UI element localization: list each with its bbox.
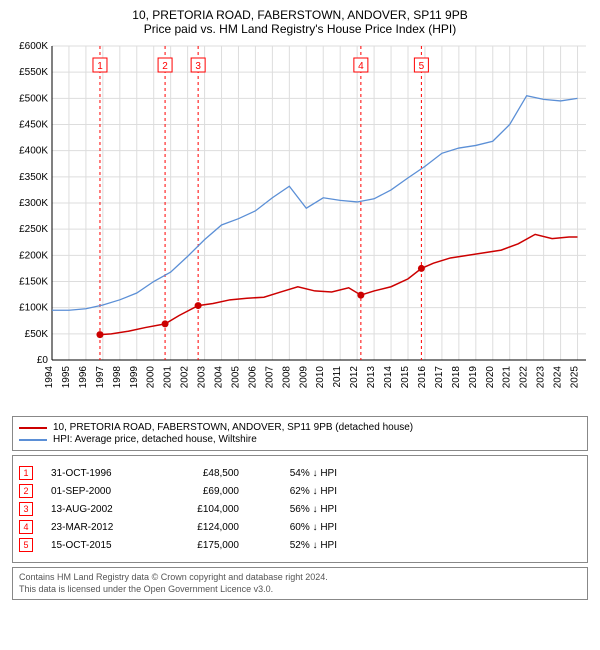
legend-label: HPI: Average price, detached house, Wilt… (53, 434, 257, 445)
svg-text:£600K: £600K (19, 41, 48, 52)
svg-text:2019: 2019 (468, 366, 479, 389)
sales-row: 5 15-OCT-2015 £175,000 52% ↓ HPI (19, 538, 581, 552)
chart-title: 10, PRETORIA ROAD, FABERSTOWN, ANDOVER, … (8, 8, 592, 22)
sales-row: 2 01-SEP-2000 £69,000 62% ↓ HPI (19, 484, 581, 498)
svg-text:2015: 2015 (400, 366, 411, 389)
svg-text:1997: 1997 (95, 366, 106, 389)
legend-label: 10, PRETORIA ROAD, FABERSTOWN, ANDOVER, … (53, 422, 413, 433)
chart-svg: £0 £50K £100K £150K £200K £250K £300K £350K £400… (8, 40, 592, 410)
sales-delta: 52% ↓ HPI (257, 540, 337, 551)
svg-text:£500K: £500K (19, 93, 48, 104)
chart-area: £0 £50K £100K £150K £200K £250K £300K £350K £400… (8, 40, 592, 410)
svg-text:2003: 2003 (197, 366, 208, 389)
svg-text:4: 4 (358, 61, 364, 72)
svg-text:£100K: £100K (19, 303, 48, 314)
sales-price: £124,000 (169, 522, 239, 533)
svg-text:1998: 1998 (112, 366, 123, 389)
svg-text:£200K: £200K (19, 250, 48, 261)
svg-text:2002: 2002 (180, 366, 191, 389)
svg-text:2009: 2009 (298, 366, 309, 389)
svg-text:£350K: £350K (19, 172, 48, 183)
svg-text:2016: 2016 (417, 366, 428, 389)
sales-row: 4 23-MAR-2012 £124,000 60% ↓ HPI (19, 520, 581, 534)
svg-text:2014: 2014 (383, 366, 394, 389)
svg-text:2021: 2021 (502, 366, 513, 389)
attribution-line-1: Contains HM Land Registry data © Crown c… (19, 572, 581, 584)
sales-delta: 62% ↓ HPI (257, 486, 337, 497)
svg-text:1994: 1994 (44, 366, 55, 389)
svg-text:2005: 2005 (230, 366, 241, 389)
sales-marker: 1 (19, 466, 33, 480)
svg-text:£50K: £50K (25, 329, 49, 340)
svg-text:2018: 2018 (451, 366, 462, 389)
svg-text:2001: 2001 (163, 366, 174, 389)
svg-text:2020: 2020 (485, 366, 496, 389)
sales-date: 23-MAR-2012 (51, 522, 151, 533)
svg-text:1999: 1999 (129, 366, 140, 389)
svg-text:2025: 2025 (570, 366, 581, 389)
legend: 10, PRETORIA ROAD, FABERSTOWN, ANDOVER, … (12, 416, 588, 451)
sales-delta: 56% ↓ HPI (257, 504, 337, 515)
svg-text:2013: 2013 (366, 366, 377, 389)
sales-marker: 3 (19, 502, 33, 516)
svg-text:2024: 2024 (553, 366, 564, 389)
svg-text:£550K: £550K (19, 67, 48, 78)
sales-row: 3 13-AUG-2002 £104,000 56% ↓ HPI (19, 502, 581, 516)
svg-text:2010: 2010 (315, 366, 326, 389)
legend-swatch (19, 427, 47, 429)
sales-price: £48,500 (169, 468, 239, 479)
chart-subtitle: Price paid vs. HM Land Registry's House … (8, 22, 592, 36)
attribution: Contains HM Land Registry data © Crown c… (12, 567, 588, 600)
sales-marker: 5 (19, 538, 33, 552)
sales-date: 13-AUG-2002 (51, 504, 151, 515)
svg-text:2007: 2007 (264, 366, 275, 389)
legend-swatch (19, 439, 47, 441)
title-block: 10, PRETORIA ROAD, FABERSTOWN, ANDOVER, … (8, 8, 592, 36)
svg-text:£250K: £250K (19, 224, 48, 235)
sales-table: 1 31-OCT-1996 £48,500 54% ↓ HPI 2 01-SEP-2000… (12, 455, 588, 563)
sales-marker: 4 (19, 520, 33, 534)
sales-price: £104,000 (169, 504, 239, 515)
svg-text:2012: 2012 (349, 366, 360, 389)
sales-delta: 54% ↓ HPI (257, 468, 337, 479)
sales-price: £69,000 (169, 486, 239, 497)
svg-text:£0: £0 (37, 355, 49, 366)
svg-text:£300K: £300K (19, 198, 48, 209)
sales-price: £175,000 (169, 540, 239, 551)
legend-row: HPI: Average price, detached house, Wilt… (19, 434, 581, 445)
sales-date: 31-OCT-1996 (51, 468, 151, 479)
svg-text:£400K: £400K (19, 146, 48, 157)
svg-text:2023: 2023 (536, 366, 547, 389)
sales-date: 01-SEP-2000 (51, 486, 151, 497)
svg-text:2: 2 (162, 61, 168, 72)
svg-text:£450K: £450K (19, 120, 48, 131)
svg-text:1996: 1996 (78, 366, 89, 389)
legend-row: 10, PRETORIA ROAD, FABERSTOWN, ANDOVER, … (19, 422, 581, 433)
svg-text:2008: 2008 (281, 366, 292, 389)
svg-text:1995: 1995 (61, 366, 72, 389)
svg-text:5: 5 (419, 61, 425, 72)
attribution-line-2: This data is licensed under the Open Gov… (19, 584, 581, 596)
svg-text:2006: 2006 (247, 366, 258, 389)
svg-text:2004: 2004 (214, 366, 225, 389)
svg-text:2022: 2022 (519, 366, 530, 389)
sales-row: 1 31-OCT-1996 £48,500 54% ↓ HPI (19, 466, 581, 480)
svg-text:2000: 2000 (146, 366, 157, 389)
svg-text:3: 3 (195, 61, 201, 72)
svg-text:1: 1 (97, 61, 103, 72)
svg-text:2011: 2011 (332, 366, 343, 388)
svg-text:2017: 2017 (434, 366, 445, 389)
sales-marker: 2 (19, 484, 33, 498)
sales-date: 15-OCT-2015 (51, 540, 151, 551)
sales-delta: 60% ↓ HPI (257, 522, 337, 533)
svg-text:£150K: £150K (19, 277, 48, 288)
